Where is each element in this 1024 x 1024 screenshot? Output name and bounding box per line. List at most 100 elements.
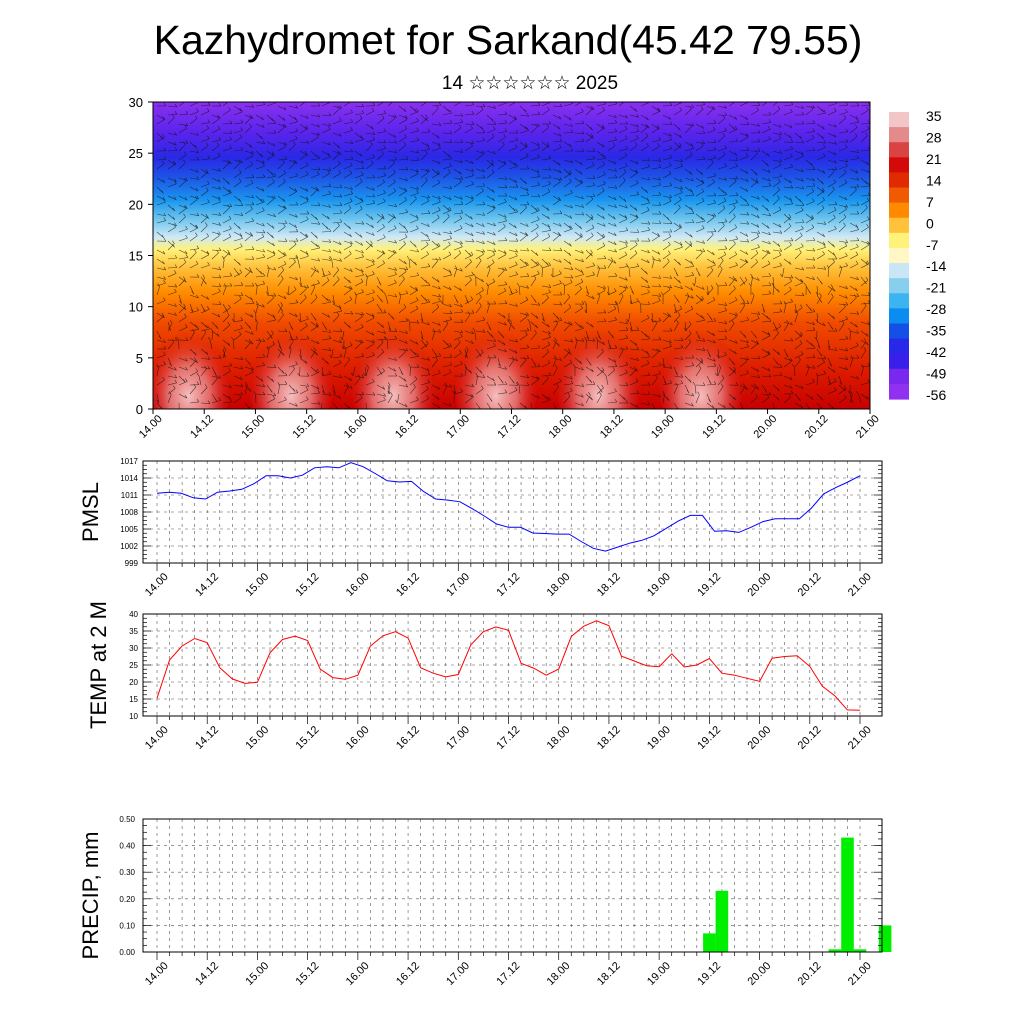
- wind-barb: [354, 281, 364, 287]
- wind-barb-flag: [205, 324, 208, 329]
- wind-barb: [244, 371, 254, 377]
- wind-barb: [662, 285, 672, 289]
- wind-barb: [541, 265, 551, 269]
- wind-barb: [343, 231, 352, 238]
- wind-barb: [618, 246, 628, 251]
- wind-barb-flag: [708, 399, 711, 403]
- wind-barb: [453, 321, 464, 323]
- wind-barb-flag: [391, 316, 395, 320]
- wind-barb-flag: [690, 143, 694, 147]
- wind-barb-flag: [845, 162, 848, 167]
- wind-barb: [739, 123, 750, 126]
- wind-barb-flag: [202, 274, 205, 278]
- wind-barb-flag: [856, 311, 860, 315]
- wind-barb-flag: [315, 352, 318, 356]
- wind-barb-flag: [666, 397, 670, 401]
- wind-barb-flag: [328, 257, 332, 261]
- x-tick-label: 14.00: [143, 571, 171, 599]
- wind-barb-flag: [750, 273, 753, 278]
- wind-barb: [728, 265, 738, 269]
- wind-barb: [552, 283, 562, 287]
- wind-barb-flag: [466, 300, 469, 304]
- wind-barb: [343, 267, 353, 272]
- colorbar-swatch: [889, 157, 909, 174]
- wind-barb-flag: [779, 173, 783, 177]
- wind-barb-flag: [580, 171, 583, 175]
- wind-barb: [288, 121, 298, 125]
- wind-barb-flag: [525, 142, 528, 147]
- wind-barb: [805, 258, 815, 261]
- wind-barb-flag: [602, 233, 606, 238]
- wind-barb: [706, 330, 715, 337]
- wind-barb-flag: [184, 98, 186, 101]
- wind-barb: [739, 114, 748, 120]
- wind-barb-flag: [581, 250, 584, 254]
- wind-barb: [310, 258, 320, 262]
- wind-barb-flag: [239, 269, 243, 273]
- wind-barb: [255, 283, 265, 287]
- wind-barb-flag: [515, 184, 519, 188]
- wind-barb-flag: [196, 108, 199, 112]
- wind-barb: [518, 384, 521, 395]
- wind-barb: [464, 240, 475, 243]
- wind-barb-flag: [207, 155, 211, 159]
- wind-barb: [519, 285, 529, 289]
- wind-barb-flag: [327, 314, 331, 318]
- wind-barb: [662, 185, 672, 188]
- wind-barb-flag: [832, 243, 835, 248]
- wind-barb-flag: [465, 354, 468, 358]
- wind-barb-flag: [559, 259, 562, 263]
- wind-barb: [354, 174, 364, 179]
- wind-barb: [783, 226, 792, 233]
- wind-barb: [255, 375, 264, 382]
- wind-barb-flag: [174, 367, 177, 371]
- wind-barb: [585, 136, 594, 143]
- wind-barb-flag: [746, 316, 750, 321]
- wind-barb: [178, 276, 187, 283]
- wind-barb: [596, 268, 600, 278]
- wind-barb: [860, 321, 870, 325]
- wind-barb-flag: [833, 387, 837, 391]
- wind-barb-flag: [777, 351, 781, 356]
- wind-barb: [695, 191, 704, 197]
- wind-barb: [244, 105, 254, 108]
- wind-barb: [255, 210, 265, 215]
- wind-barb: [541, 191, 551, 197]
- wind-barb-flag: [273, 364, 277, 368]
- wind-barb-flag: [716, 354, 720, 359]
- wind-barb-flag: [394, 372, 398, 377]
- wind-barb-flag: [768, 136, 771, 140]
- wind-barb-flag: [381, 348, 384, 353]
- wind-barb: [552, 147, 562, 152]
- wind-barb: [420, 240, 431, 242]
- wind-barb: [453, 114, 463, 117]
- wind-barb-flag: [623, 169, 627, 173]
- wind-barb: [398, 136, 407, 143]
- wind-barb-flag: [459, 178, 462, 183]
- wind-barb-flag: [766, 163, 769, 167]
- wind-barb: [409, 173, 418, 179]
- wind-barb-flag: [469, 369, 472, 374]
- wind-barb: [618, 213, 628, 219]
- wind-barb: [717, 378, 725, 386]
- colorbar-label: -35: [926, 323, 946, 339]
- wind-barb: [387, 228, 397, 233]
- wind-barb: [321, 123, 331, 127]
- wind-barb-flag: [273, 266, 277, 271]
- wind-barb-flag: [272, 242, 275, 247]
- wind-barb-flag: [218, 102, 222, 107]
- wind-barb: [794, 141, 804, 144]
- wind-barb-flag: [405, 347, 409, 352]
- wind-barb-flag: [581, 402, 584, 406]
- wind-barb-flag: [372, 289, 375, 293]
- wind-barb: [739, 372, 749, 377]
- wind-barb: [332, 221, 342, 224]
- wind-barb-flag: [245, 382, 248, 386]
- wind-barb: [453, 285, 462, 292]
- wind-barb-flag: [542, 318, 545, 322]
- wind-barb-flag: [248, 388, 252, 392]
- wind-barb-flag: [394, 156, 398, 161]
- wind-barb-flag: [162, 376, 165, 381]
- wind-barb-flag: [676, 320, 679, 324]
- wind-barb-flag: [713, 317, 717, 322]
